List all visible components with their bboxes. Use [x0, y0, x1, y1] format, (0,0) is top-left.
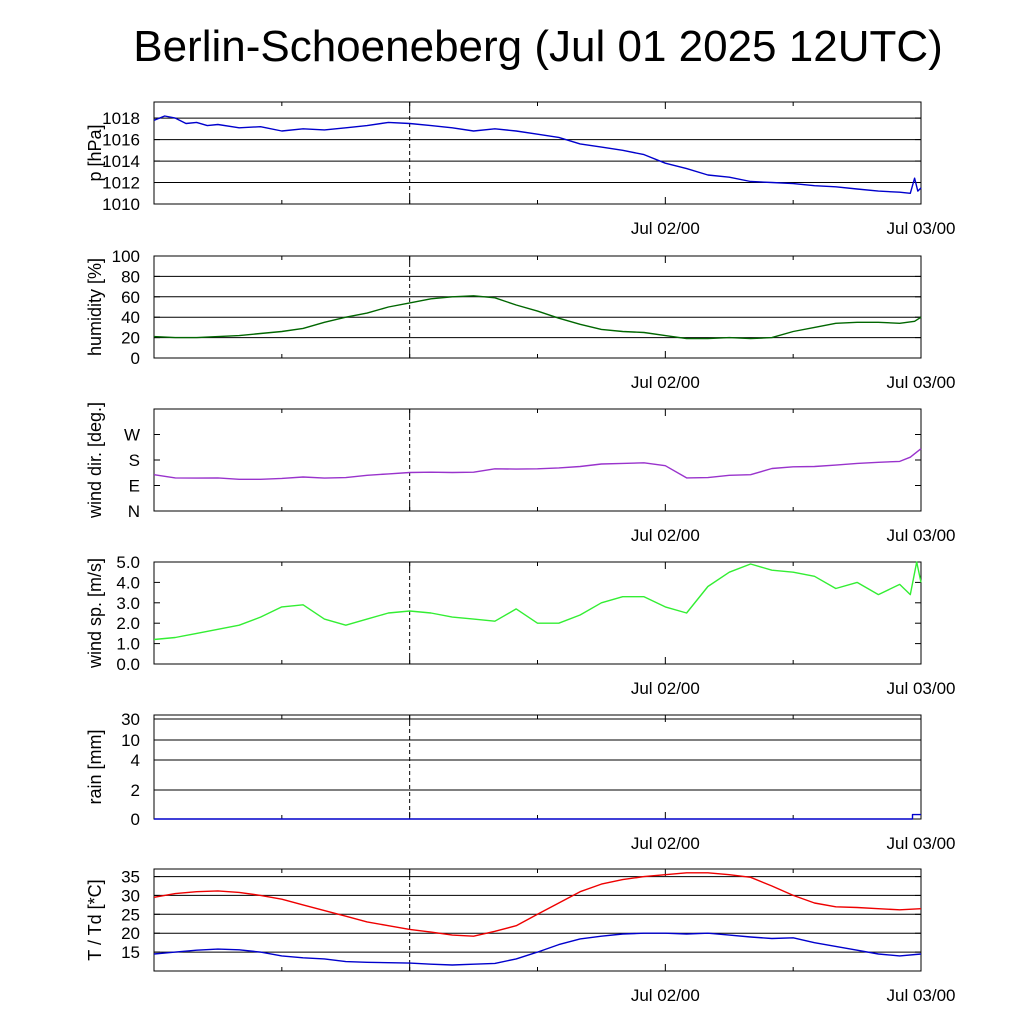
x-tick-label: Jul 03/00	[887, 219, 956, 238]
y-tick-label: 2.0	[116, 614, 140, 633]
y-tick-label: 60	[121, 288, 140, 307]
x-tick-label: Jul 02/00	[631, 526, 700, 545]
series-line-wind-direction-1	[153, 448, 922, 480]
y-tick-label: 15	[121, 943, 140, 962]
y-tick-label: 1014	[102, 152, 140, 171]
y-tick-label: 3.0	[116, 594, 140, 613]
y-tick-label: E	[129, 477, 140, 496]
y-axis-label: rain [mm]	[85, 729, 105, 804]
y-tick-label: W	[124, 426, 140, 445]
x-tick-label: Jul 03/00	[887, 679, 956, 698]
y-tick-label: 80	[121, 267, 140, 286]
y-tick-label: 0	[131, 349, 140, 368]
y-tick-label: 10	[121, 731, 140, 750]
y-tick-label: 2	[131, 781, 140, 800]
series-line-temperature-2	[153, 932, 922, 966]
x-tick-label: Jul 02/00	[631, 986, 700, 1005]
panel-frame	[153, 255, 922, 359]
y-axis-label: wind dir. [deg.]	[85, 402, 105, 519]
y-tick-label: 20	[121, 329, 140, 348]
x-tick-label: Jul 03/00	[887, 986, 956, 1005]
y-axis-label: p [hPa]	[85, 124, 105, 181]
y-tick-label: 35	[121, 868, 140, 887]
y-tick-label: 1.0	[116, 635, 140, 654]
y-tick-label: 4	[131, 751, 140, 770]
x-tick-label: Jul 03/00	[887, 526, 956, 545]
x-tick-label: Jul 02/00	[631, 219, 700, 238]
x-tick-label: Jul 02/00	[631, 679, 700, 698]
y-tick-label: N	[128, 502, 140, 521]
panel-frame	[153, 714, 922, 820]
panel-frame	[153, 561, 922, 665]
series-line-temperature-1	[153, 872, 922, 937]
series-line-humidity-1	[153, 295, 922, 340]
x-tick-label: Jul 03/00	[887, 834, 956, 853]
y-tick-label: 40	[121, 308, 140, 327]
panel-frame	[153, 868, 922, 972]
series-line-wind-speed-1	[153, 561, 922, 641]
y-tick-label: 0.0	[116, 655, 140, 674]
y-tick-label: 25	[121, 905, 140, 924]
panel-wind-speed: 0.01.0 2.03.0 4.05.0 wind sp. [m/s] Jul 02/0…	[85, 553, 956, 698]
y-tick-label: 20	[121, 924, 140, 943]
panel-rain: 0 2 410 30 rain [mm] Jul 02/00 Jul 03/00	[85, 710, 956, 853]
x-tick-label: Jul 02/00	[631, 834, 700, 853]
series-line-pressure-1	[153, 115, 922, 195]
y-axis-label: humidity [%]	[85, 258, 105, 356]
y-tick-label: 30	[121, 886, 140, 905]
y-tick-label: 4.0	[116, 573, 140, 592]
y-axis-label: wind sp. [m/s]	[85, 558, 105, 669]
panel-frame	[153, 101, 922, 205]
y-tick-label: 100	[112, 247, 140, 266]
y-tick-label: 30	[121, 710, 140, 729]
y-tick-label: 5.0	[116, 553, 140, 572]
x-tick-label: Jul 02/00	[631, 373, 700, 392]
series-line-rain-1	[154, 813, 921, 820]
y-tick-label: 1012	[102, 174, 140, 193]
panel-frame	[153, 408, 922, 512]
chart-title: Berlin-Schoeneberg (Jul 01 2025 12UTC)	[133, 22, 943, 71]
y-tick-label: 1016	[102, 131, 140, 150]
x-tick-label: Jul 03/00	[887, 373, 956, 392]
y-tick-label: 1010	[102, 195, 140, 214]
y-tick-label: 1018	[102, 109, 140, 128]
y-tick-label: S	[129, 451, 140, 470]
y-axis-label: T / Td [*C]	[85, 879, 105, 960]
y-tick-label: 0	[131, 810, 140, 829]
